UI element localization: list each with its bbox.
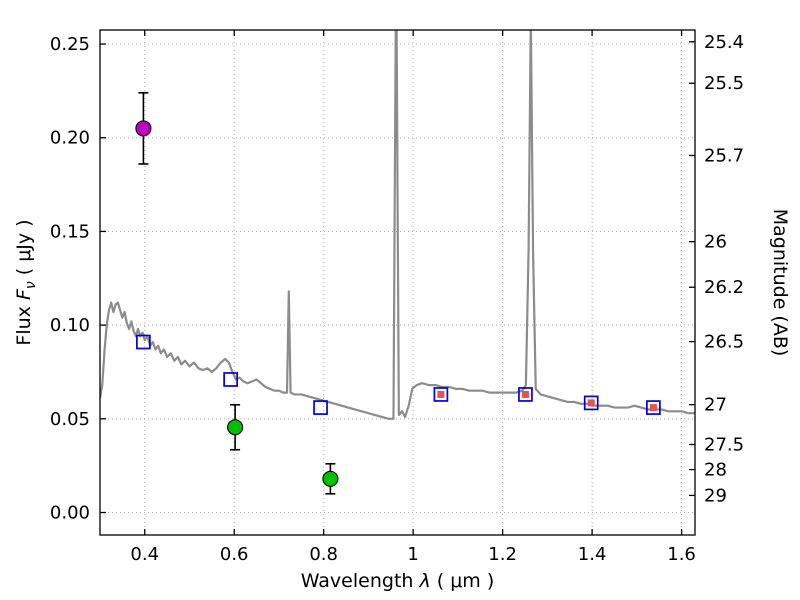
y-tick-label-right: 25.4 (704, 32, 744, 53)
template-flux-points (649, 404, 657, 412)
y-tick-label-right: 26 (704, 232, 727, 253)
y-tick-label-right: 25.7 (704, 145, 744, 166)
model-photometry-squares-group (136, 334, 661, 415)
x-tick-label: 1.6 (667, 544, 696, 565)
y-tick-label-left: 0.10 (50, 315, 90, 336)
template-flux-points (521, 390, 529, 398)
y-axis-label-right: Magnitude (AB) (769, 209, 791, 357)
x-tick-label: 1.2 (488, 544, 517, 565)
x-tick-label: 0.4 (130, 544, 159, 565)
ticks: 0.4 0.6 0.8 1 1.2 1.4 1.6 0.00 0.05 0.10 0.15 0.20 0… (50, 30, 744, 565)
model-photometry-squares (583, 395, 599, 411)
template-flux-points (587, 399, 595, 407)
x-tick-label: 1.4 (578, 544, 607, 565)
y-tick-label-left: 0.15 (50, 221, 90, 242)
observed-photometry-green (322, 470, 339, 487)
y-tick-label-right: 26.5 (704, 332, 744, 353)
y-tick-label-left: 0.05 (50, 409, 90, 430)
grid (100, 30, 695, 535)
x-axis-label: Wavelength λ ( μm ) (301, 570, 495, 592)
y-axis-label-left: Flux Fν ( μJy ) (13, 219, 39, 345)
model-photometry-squares (433, 387, 449, 402)
observed-photometry-green-group (227, 403, 339, 495)
y-tick-label-right: 26.2 (704, 277, 744, 298)
y-tick-label-left: 0.00 (50, 503, 90, 524)
model-photometry-squares (136, 334, 151, 350)
y-tick-label-right: 25.5 (704, 73, 744, 94)
x-tick-label: 0.6 (220, 544, 249, 565)
y-tick-label-right: 29 (704, 485, 727, 506)
y-tick-label-right: 27.5 (704, 434, 744, 455)
x-tick-label: 1 (407, 544, 418, 565)
observed-photometry-magenta-group (135, 91, 152, 165)
observed-photometry-green (227, 419, 244, 436)
y-tick-label-left: 0.20 (50, 128, 90, 149)
observed-photometry-magenta (135, 120, 152, 137)
model-photometry-squares (313, 400, 328, 415)
y-tick-label-left: 0.25 (50, 34, 90, 55)
y-tick-label-right: 28 (704, 460, 727, 481)
template-flux-points-group (437, 390, 657, 412)
x-tick-label: 0.8 (309, 544, 338, 565)
model-photometry-squares (518, 387, 533, 402)
model-spectrum (100, 30, 695, 420)
y-tick-label-right: 27 (704, 395, 727, 416)
template-flux-points (437, 390, 445, 398)
axes-box (99, 29, 696, 536)
model-photometry-squares (223, 372, 238, 387)
model-photometry-squares (646, 400, 661, 415)
